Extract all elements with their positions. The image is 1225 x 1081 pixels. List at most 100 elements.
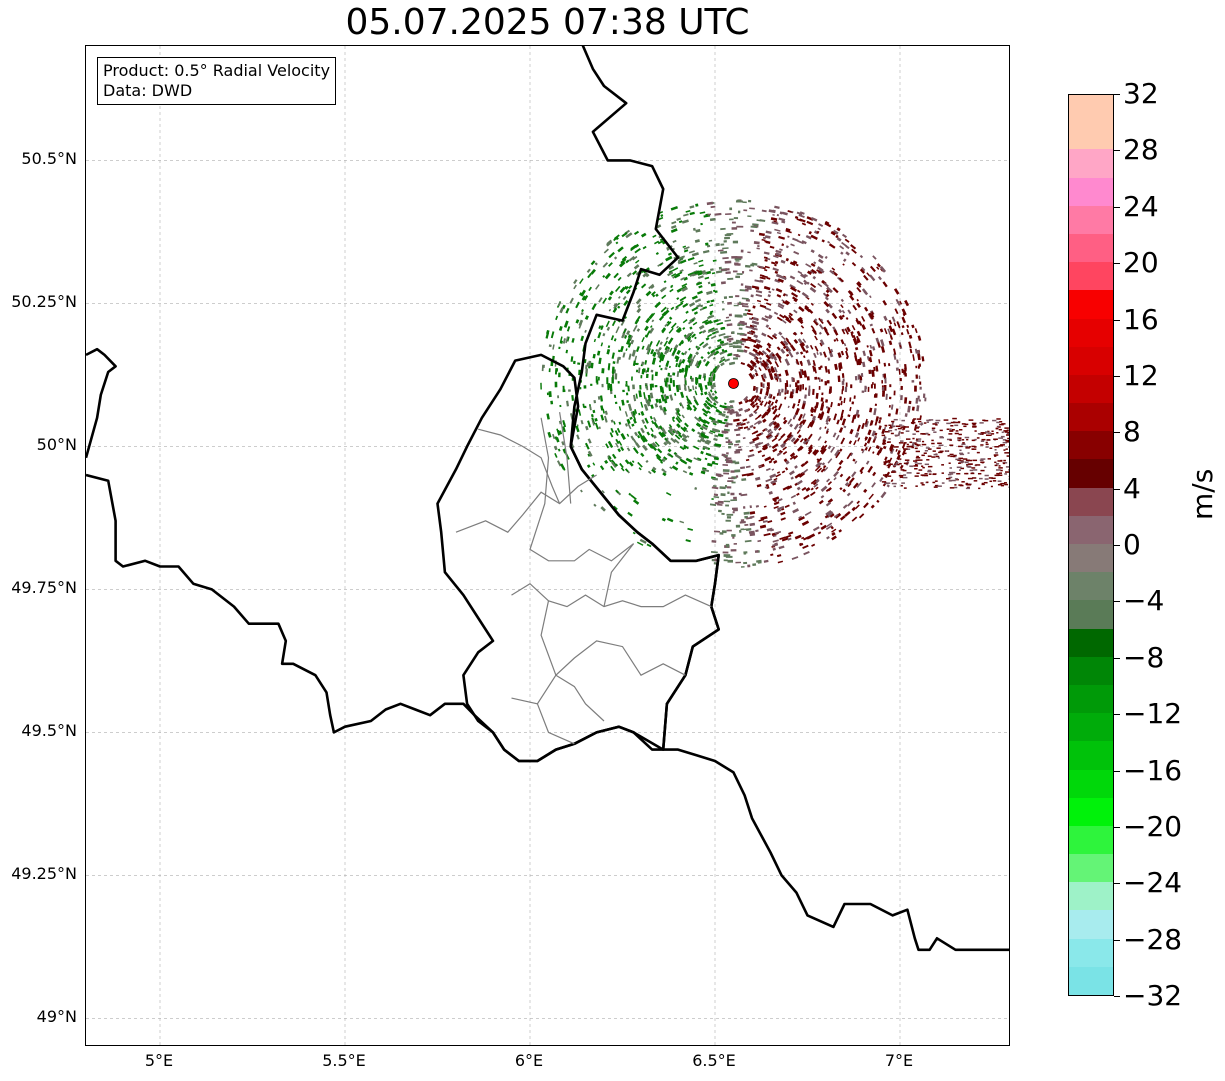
echo-pixel [635,346,640,353]
echo-pixel [632,531,636,535]
echo-pixel [958,439,961,442]
echo-pixel [768,445,772,448]
echo-pixel [681,414,685,419]
echo-pixel [798,317,804,323]
echo-pixel [980,461,985,464]
echo-pixel [679,445,685,451]
echo-pixel [718,509,722,513]
echo-pixel [776,231,781,235]
echo-pixel [666,348,670,354]
echo-pixel [754,279,762,283]
echo-pixel [587,273,592,279]
echo-pixel [652,234,657,238]
echo-pixel [660,354,666,362]
echo-pixel [916,418,920,420]
echo-pixel [687,272,694,277]
echo-pixel [951,428,955,431]
echo-pixel [744,539,752,543]
echo-pixel [983,481,988,484]
echo-pixel [692,385,695,391]
echo-pixel [736,433,741,437]
echo-pixel [601,368,605,374]
echo-pixel [768,490,773,495]
echo-pixel [641,345,645,350]
echo-pixel [713,365,718,372]
echo-pixel [678,339,684,347]
echo-pixel [1008,478,1009,480]
echo-pixel [776,316,783,322]
echo-pixel [772,396,776,400]
radar-site-marker[interactable] [728,378,739,389]
country-borders [86,46,1009,952]
echo-pixel [618,440,623,446]
echo-pixel [610,419,614,423]
echo-pixel [723,240,727,243]
echo-pixel [996,418,1001,420]
echo-pixel [688,347,691,351]
echo-pixel [627,342,632,348]
echo-pixel [912,354,915,361]
echo-pixel [814,405,817,409]
radar-map[interactable] [85,45,1010,1046]
echo-pixel [791,403,796,409]
echo-pixel [645,330,651,337]
echo-pixel [949,467,952,469]
echo-pixel [820,485,828,493]
echo-pixel [758,232,765,237]
echo-pixel [730,499,738,502]
echo-pixel [838,365,842,372]
echo-pixel [631,423,635,427]
echo-pixel [793,309,798,314]
echo-pixel [683,249,689,253]
echo-pixel [859,268,866,274]
echo-pixel [606,326,611,331]
echo-pixel [762,383,765,389]
echo-pixel [838,427,844,433]
echo-pixel [699,341,705,347]
echo-pixel [686,406,690,411]
echo-pixel [882,439,886,442]
echo-pixel [710,299,715,303]
echo-pixel [871,369,875,377]
echo-pixel [856,302,861,308]
echo-pixel [749,269,753,272]
echo-pixel [864,386,867,390]
colorbar-tick-mark [1114,319,1120,321]
echo-pixel [758,396,762,400]
echo-pixel [959,452,964,455]
echo-pixel [615,236,619,241]
echo-pixel [856,424,861,432]
echo-pixel [875,337,880,343]
echo-pixel [767,430,774,436]
echo-pixel [641,419,646,424]
echo-pixel [970,472,975,475]
echo-pixel [1003,449,1006,451]
echo-pixel [742,506,746,509]
echo-pixel [718,266,722,270]
echo-pixel [902,312,906,317]
echo-pixel [823,282,829,288]
echo-pixel [583,405,587,409]
echo-pixel [611,352,615,359]
echo-pixel [555,315,559,321]
echo-pixel [726,545,730,548]
echo-pixel [762,445,769,451]
echo-pixel [600,405,604,411]
echo-pixel [846,492,851,497]
echo-pixel [683,276,688,281]
echo-pixel [774,278,781,284]
echo-pixel [924,449,929,452]
echo-pixel [712,375,716,381]
echo-pixel [627,385,630,392]
echo-pixel [640,427,645,434]
echo-pixel [659,263,663,267]
echo-pixel [593,399,597,404]
echo-pixel [658,315,665,321]
echo-pixel [686,435,690,438]
echo-pixel [851,248,857,254]
echo-pixel [755,505,759,508]
echo-pixel [809,420,815,428]
echo-pixel [668,316,673,320]
colorbar-tick-label: 4 [1123,471,1141,505]
echo-pixel [789,384,792,388]
